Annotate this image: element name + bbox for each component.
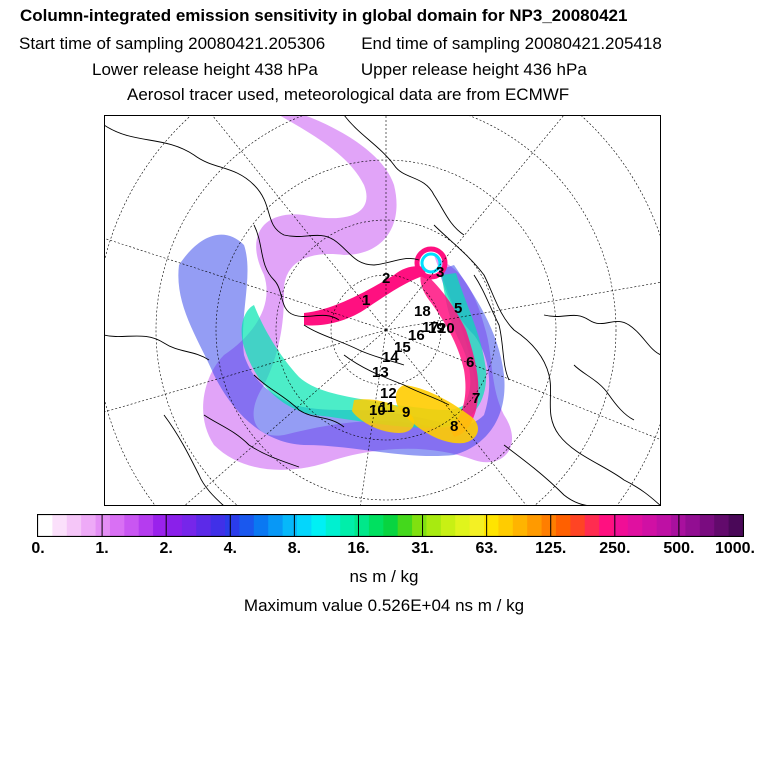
- colorbar-swatch: [555, 515, 571, 536]
- colorbar-swatch: [81, 515, 97, 536]
- colorbar-swatch: [167, 515, 183, 536]
- plot-title: Column-integrated emission sensitivity i…: [20, 6, 628, 25]
- colorbar-swatch: [225, 515, 241, 536]
- colorbar-swatch: [599, 515, 615, 536]
- colorbar-tick-label: 1000.: [714, 540, 756, 557]
- colorbar-swatch: [124, 515, 140, 536]
- track-label: 16: [408, 327, 425, 344]
- colorbar-swatch: [627, 515, 643, 536]
- colorbar-swatch: [52, 515, 68, 536]
- colorbar-tick-label: 4.: [223, 540, 237, 557]
- colorbar-tick-label: 1.: [95, 540, 109, 557]
- colorbar-swatch: [325, 515, 341, 536]
- colorbar-tick-label: 8.: [287, 540, 302, 557]
- map-frame: [104, 115, 661, 506]
- track-label: 2: [382, 270, 390, 287]
- track-label: 17: [422, 319, 439, 336]
- colorbar-swatch: [397, 515, 413, 536]
- colorbar-swatch: [210, 515, 226, 536]
- colorbar-tick-label: 250.: [599, 540, 631, 557]
- tracer-info: Aerosol tracer used, meteorological data…: [127, 85, 570, 104]
- colorbar-swatch: [138, 515, 154, 536]
- colorbar: [37, 514, 744, 537]
- track-label: 13: [372, 364, 389, 381]
- maximum-value: Maximum value 0.526E+04 ns m / kg: [243, 596, 525, 615]
- track-labels: 1 2 3 5 6 7 8 9 10 11 12 13 14 15 16 17 …: [362, 264, 480, 435]
- colorbar-swatch: [296, 515, 312, 536]
- colorbar-swatch: [426, 515, 442, 536]
- colorbar-swatch: [311, 515, 327, 536]
- colorbar-swatch: [699, 515, 715, 536]
- colorbar-swatch: [282, 515, 298, 536]
- colorbar-swatch: [498, 515, 514, 536]
- track-label: 18: [414, 303, 431, 320]
- upper-release-label: Upper release height 436 hPa: [360, 60, 587, 79]
- colorbar-units: ns m / kg: [349, 567, 419, 586]
- track-label: 6: [466, 354, 474, 371]
- colorbar-swatch: [570, 515, 586, 536]
- colorbar-swatch: [541, 515, 557, 536]
- start-time-label: Start time of sampling 20080421.205306: [19, 34, 326, 53]
- colorbar-swatch: [354, 515, 370, 536]
- graticule: [104, 115, 661, 506]
- track-label: 3: [436, 264, 444, 281]
- colorbar-tick-label: 0.: [31, 540, 45, 557]
- colorbar-ticks: 0. 1. 2. 4. 8. 16. 31. 63. 125. 250. 500. 1000.: [0, 540, 768, 564]
- release-heights: Lower release height 438 hPa Upper releas…: [92, 60, 587, 80]
- colorbar-swatch: [153, 515, 169, 536]
- colorbar-swatch: [253, 515, 269, 536]
- track-label: 8: [450, 418, 458, 435]
- colorbar-swatch: [642, 515, 658, 536]
- track-label: 1: [362, 292, 370, 309]
- colorbar-swatch: [714, 515, 730, 536]
- colorbar-tick-label: 63.: [475, 540, 498, 557]
- colorbar-swatch: [685, 515, 701, 536]
- colorbar-swatch: [527, 515, 543, 536]
- colorbar-swatch: [412, 515, 428, 536]
- sampling-times: Start time of sampling 20080421.205306 En…: [19, 34, 662, 54]
- colorbar-swatch: [440, 515, 456, 536]
- colorbar-swatch: [268, 515, 284, 536]
- colorbar-swatch: [469, 515, 485, 536]
- colorbar-tick-label: 31.: [411, 540, 434, 557]
- colorbar-swatch: [656, 515, 672, 536]
- colorbar-swatch: [383, 515, 399, 536]
- end-time-label: End time of sampling 20080421.205418: [361, 34, 662, 53]
- track-label: 11: [379, 399, 395, 416]
- track-label: 14: [382, 349, 399, 366]
- colorbar-swatch: [368, 515, 384, 536]
- colorbar-swatch: [584, 515, 600, 536]
- colorbar-swatch: [95, 515, 111, 536]
- track-label: 10: [369, 402, 386, 419]
- coastlines: [104, 115, 661, 506]
- colorbar-swatch: [109, 515, 125, 536]
- colorbar-swatch: [181, 515, 197, 536]
- colorbar-tick-label: 125.: [535, 540, 567, 557]
- colorbar-tick-label: 16.: [347, 540, 370, 557]
- track-label: 19: [428, 320, 445, 337]
- colorbar-swatch: [196, 515, 212, 536]
- colorbar-swatch: [38, 515, 53, 536]
- colorbar-swatch: [728, 515, 744, 536]
- colorbar-swatch: [239, 515, 255, 536]
- colorbar-swatch: [455, 515, 471, 536]
- colorbar-swatch: [340, 515, 356, 536]
- track-label: 15: [394, 339, 411, 356]
- sensitivity-map: 1 2 3 5 6 7 8 9 10 11 12 13 14 15 16 17 …: [104, 115, 661, 506]
- colorbar-tick-label: 500.: [663, 540, 695, 557]
- track-label: 12: [380, 385, 397, 402]
- track-label: 20: [438, 320, 455, 337]
- colorbar-frame: [37, 514, 744, 537]
- colorbar-swatch: [66, 515, 82, 536]
- track-label: 9: [402, 404, 410, 421]
- track-label: 7: [472, 390, 480, 407]
- colorbar-swatch: [484, 515, 500, 536]
- lower-release-label: Lower release height 438 hPa: [92, 60, 318, 79]
- colorbar-swatch: [512, 515, 528, 536]
- colorbar-swatch: [613, 515, 629, 536]
- track-label: 5: [454, 300, 462, 317]
- colorbar-tick-label: 2.: [159, 540, 173, 557]
